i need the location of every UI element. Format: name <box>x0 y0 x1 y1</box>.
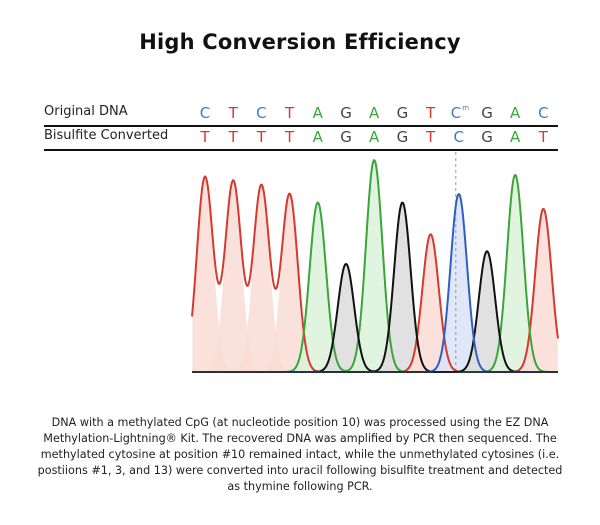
base-letter: C <box>538 104 549 122</box>
divider-line <box>44 149 558 151</box>
converted-base-1: T <box>197 128 213 146</box>
chromatogram-chart <box>191 152 559 373</box>
converted-base-6: G <box>338 128 354 146</box>
figure-caption: DNA with a methylated CpG (at nucleotide… <box>37 416 563 493</box>
converted-base-8: G <box>394 128 410 146</box>
original-base-13: C <box>535 104 551 122</box>
converted-base-2: T <box>225 128 241 146</box>
original-base-8: G <box>394 104 410 122</box>
base-letter: A <box>510 104 521 122</box>
base-letter: C <box>453 128 465 146</box>
converted-base-7: A <box>366 128 382 146</box>
divider-line <box>44 125 558 127</box>
peak-fill-13 <box>518 209 558 372</box>
peak-fill-8 <box>377 202 427 372</box>
base-letter: C <box>199 104 211 122</box>
converted-base-10: C <box>451 128 467 146</box>
original-base-4: T <box>282 104 298 122</box>
base-letter: G <box>396 104 409 122</box>
converted-base-3: T <box>253 128 269 146</box>
base-letter: T <box>228 104 238 122</box>
base-letter: A <box>510 128 521 146</box>
converted-base-11: G <box>479 128 495 146</box>
base-letter: G <box>481 104 493 122</box>
original-base-3: C <box>253 104 269 122</box>
original-base-11: G <box>479 104 495 122</box>
peak-fill-10 <box>434 194 484 372</box>
base-letter: A <box>369 104 380 122</box>
original-base-5: A <box>310 104 326 122</box>
base-letter: A <box>312 128 323 146</box>
chart-title: High Conversion Efficiency <box>139 30 461 54</box>
base-letter: A <box>312 104 323 122</box>
converted-base-9: T <box>423 128 439 146</box>
base-letter: T <box>285 128 295 146</box>
original-base-6: G <box>338 104 354 122</box>
original-base-10: Cm <box>450 104 470 122</box>
base-letter: G <box>396 128 409 146</box>
base-letter: T <box>200 128 210 146</box>
peak-fill-1 <box>192 177 230 372</box>
base-letter: A <box>369 128 380 146</box>
original-base-12: A <box>507 104 523 122</box>
peak-fill-3 <box>236 185 286 372</box>
original-dna-label: Original DNA <box>44 104 128 119</box>
base-letter: T <box>285 104 295 122</box>
converted-base-4: T <box>282 128 298 146</box>
original-base-9: T <box>423 104 439 122</box>
peak-fill-9 <box>406 234 455 372</box>
converted-base-13: T <box>535 128 551 146</box>
original-base-7: A <box>366 104 382 122</box>
original-base-1: C <box>197 104 213 122</box>
converted-base-12: A <box>507 128 523 146</box>
base-letter: T <box>538 128 548 146</box>
peak-fill-5 <box>293 202 343 372</box>
peak-fill-2 <box>208 181 258 372</box>
base-letter: C <box>256 104 267 122</box>
peak-fill-4 <box>265 194 314 372</box>
base-letter: T <box>228 128 238 146</box>
base-letter: T <box>426 104 436 122</box>
base-letter: T <box>256 128 266 146</box>
base-letter: G <box>340 128 352 146</box>
peak-fill-7 <box>349 160 399 372</box>
base-letter: T <box>426 128 436 146</box>
base-letter: G <box>481 128 493 146</box>
peak-fill-12 <box>490 175 540 372</box>
methyl-superscript: m <box>462 104 470 112</box>
base-letter: C <box>450 104 462 122</box>
converted-base-5: A <box>310 128 326 146</box>
bisulfite-converted-label: Bisulfite Converted <box>44 128 169 143</box>
original-base-2: T <box>225 104 241 122</box>
base-letter: G <box>340 104 352 122</box>
